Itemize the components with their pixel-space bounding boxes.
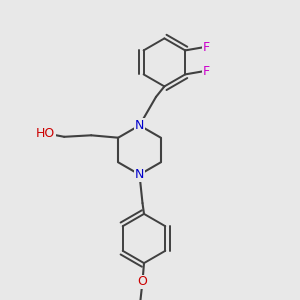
Text: HO: HO [36,127,55,140]
Text: N: N [135,119,144,132]
Text: O: O [138,275,147,288]
Text: F: F [202,65,210,78]
Text: F: F [202,41,210,54]
Text: N: N [135,168,144,181]
